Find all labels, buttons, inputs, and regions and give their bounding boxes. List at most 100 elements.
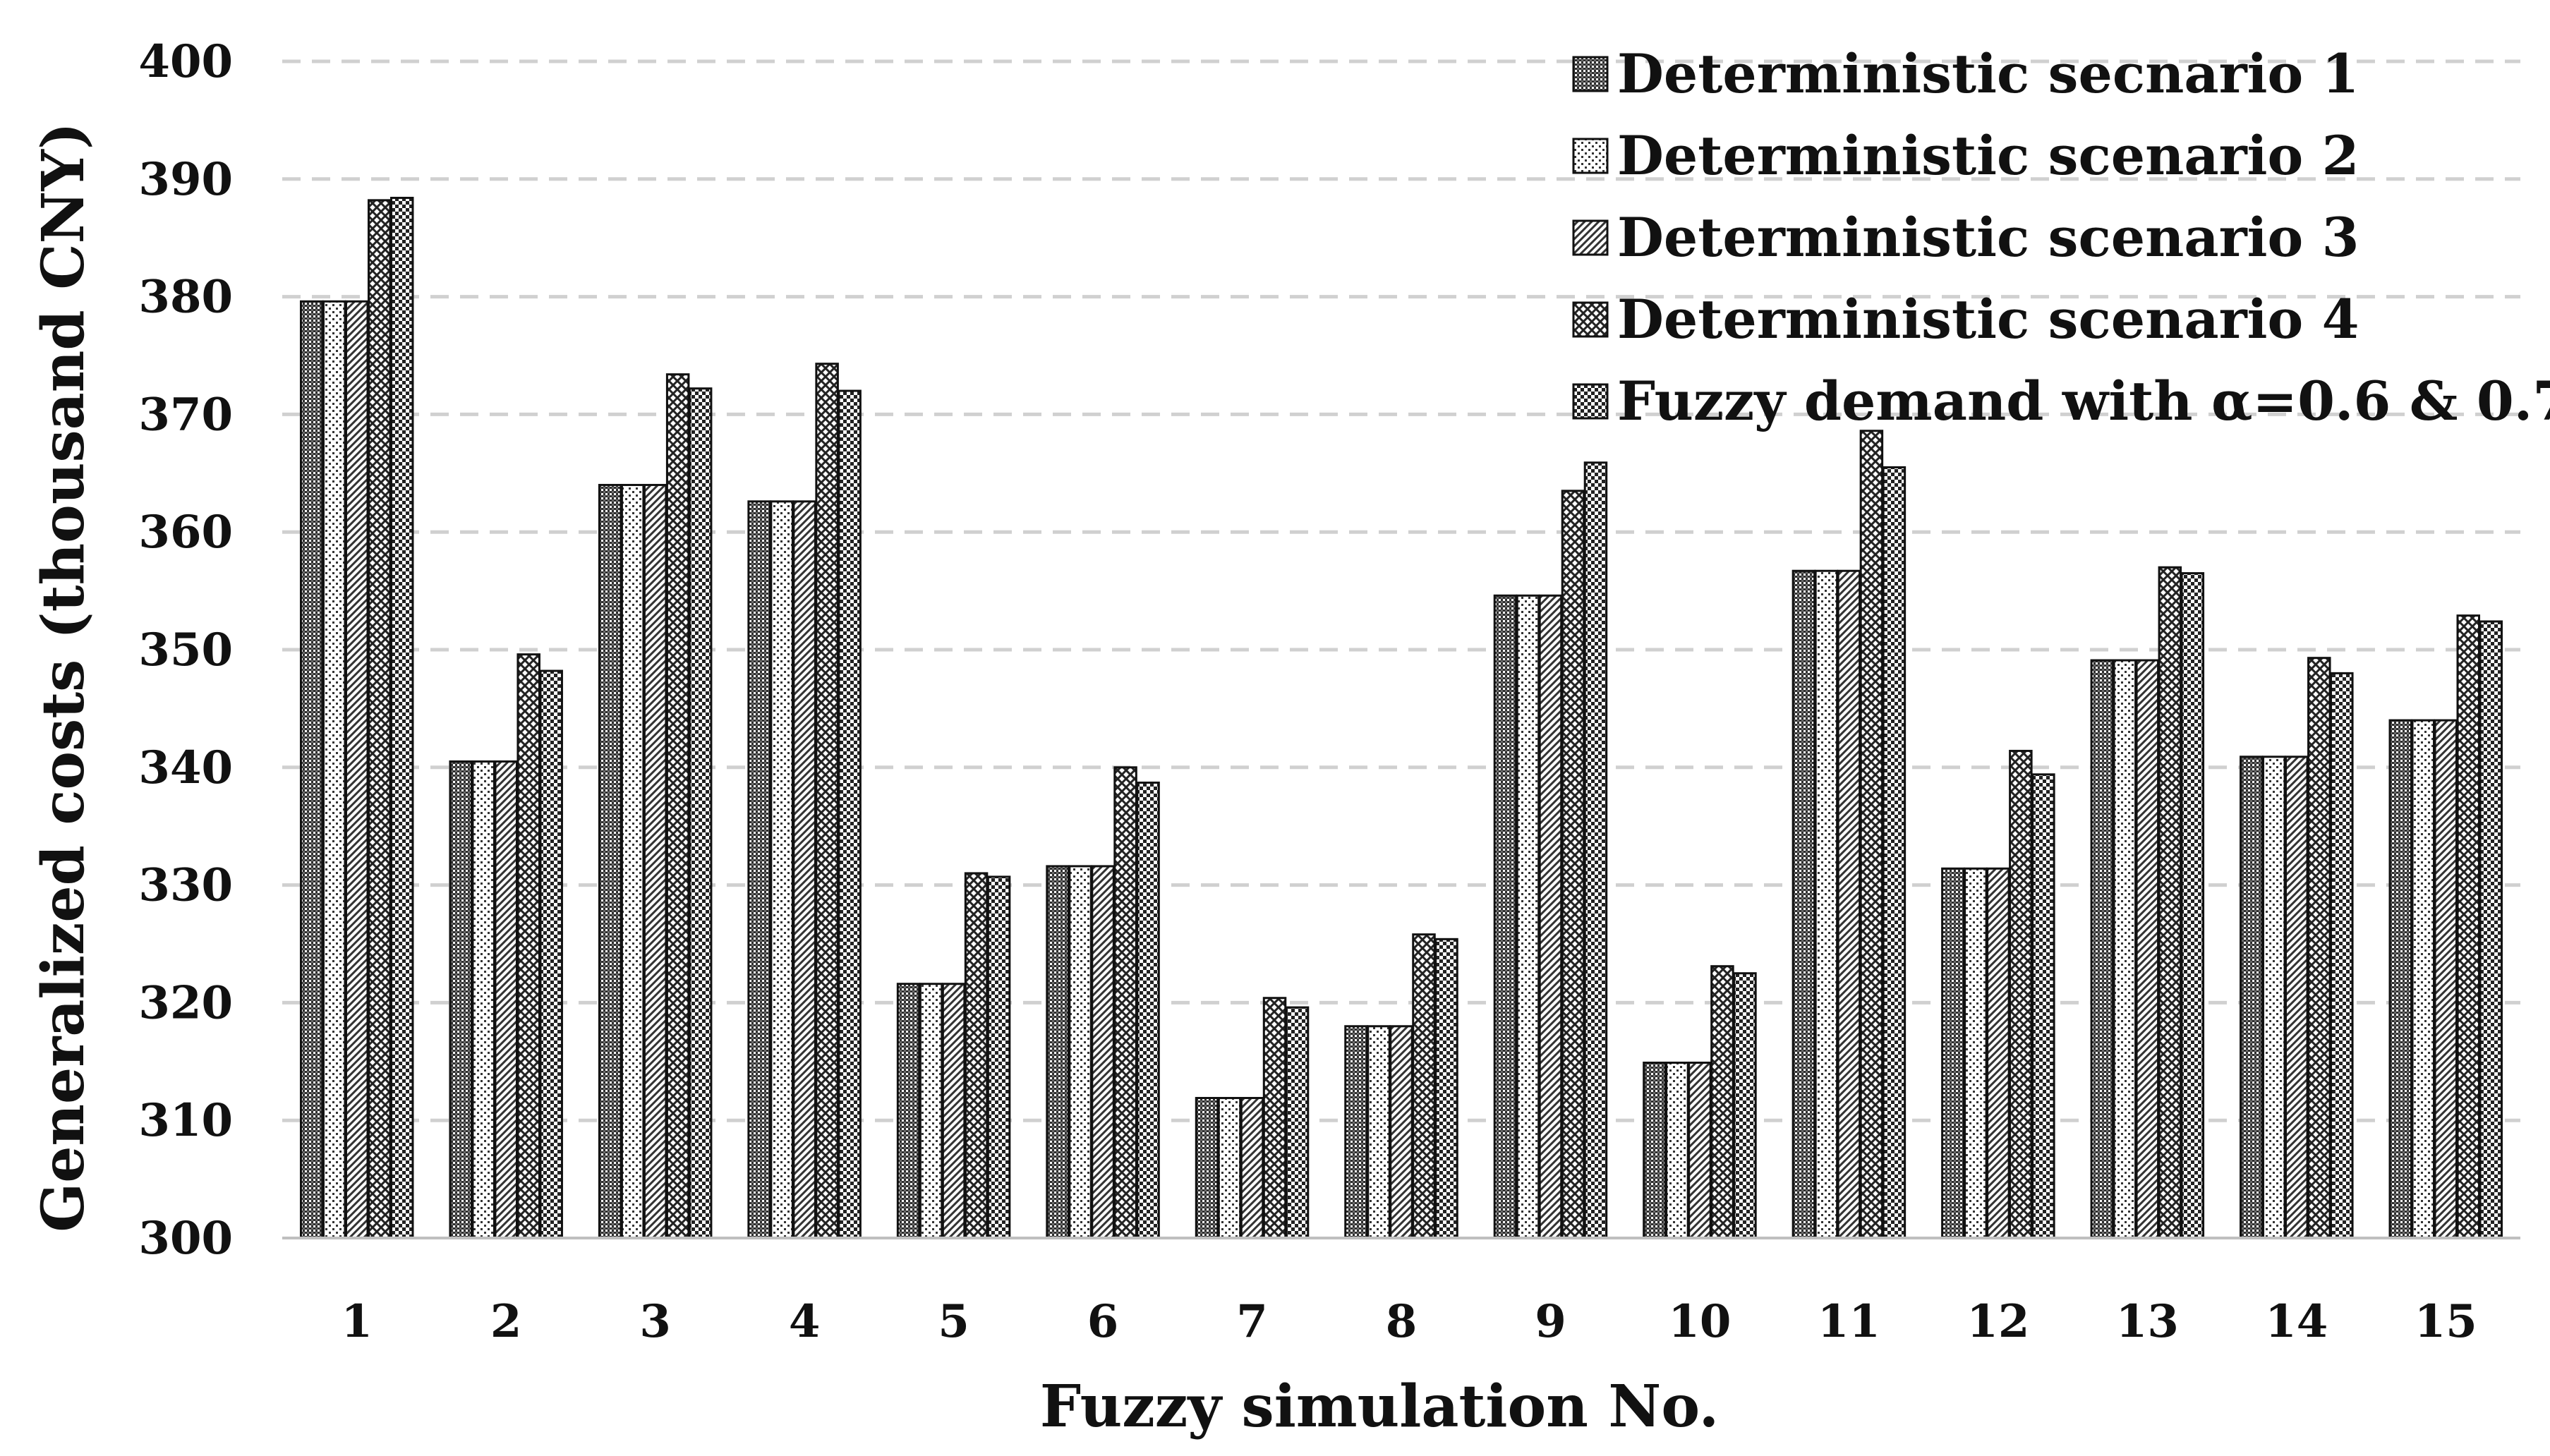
bar-series-3 <box>1240 1097 1264 1239</box>
x-tick-label: 13 <box>2116 1295 2179 1348</box>
bar-series-5 <box>389 196 414 1239</box>
legend-label: Deterministic scenario 4 <box>1617 288 2359 351</box>
x-tick-label: 8 <box>1386 1295 1418 1348</box>
legend: Deterministic secnario 1 Deterministic sc… <box>1572 42 2550 432</box>
bar-series-3 <box>643 483 667 1239</box>
bar-series-3 <box>1986 867 2010 1239</box>
bar-series-4 <box>516 653 540 1239</box>
x-tick-label: 5 <box>938 1295 969 1348</box>
y-tick-label: 300 <box>138 1212 233 1265</box>
bar-series-1 <box>1493 594 1518 1239</box>
x-tick-label: 6 <box>1087 1295 1119 1348</box>
y-tick-label: 310 <box>138 1094 233 1147</box>
x-tick-label: 3 <box>639 1295 671 1348</box>
bar-series-4 <box>1859 430 1884 1239</box>
bar-series-4 <box>964 872 989 1239</box>
bar-series-1 <box>2090 659 2115 1239</box>
bar-series-4 <box>1113 766 1137 1239</box>
bar-series-2 <box>2113 659 2137 1239</box>
bar-series-3 <box>2434 719 2458 1239</box>
bar-series-4 <box>2307 657 2331 1239</box>
y-tick-label: 340 <box>138 741 233 794</box>
bar-series-4 <box>665 373 690 1239</box>
bar-series-2 <box>471 760 495 1239</box>
legend-swatch <box>1572 383 1609 420</box>
y-axis-tick-labels: 300 310 320 330 340 350 360 370 380 390 400 <box>138 35 233 1265</box>
bars <box>299 196 2503 1239</box>
y-tick-label: 360 <box>138 506 233 559</box>
bar-series-3 <box>1538 594 1563 1239</box>
bar-series-3 <box>344 300 369 1239</box>
bar-series-5 <box>1733 972 1757 1239</box>
legend-label: Fuzzy demand with α=0.6 & 0.7 <box>1617 370 2550 432</box>
x-axis-title: Fuzzy simulation No. <box>1040 1373 1719 1440</box>
bar-series-5 <box>1136 781 1160 1239</box>
bar-series-4 <box>815 363 839 1239</box>
bar-series-3 <box>941 983 966 1239</box>
bar-series-5 <box>1882 466 1907 1239</box>
bar-series-2 <box>1964 867 1988 1239</box>
bar-series-3 <box>2285 756 2309 1239</box>
legend-label: Deterministic secnario 1 <box>1617 42 2359 105</box>
bar-series-1 <box>1791 569 1816 1239</box>
bar-series-4 <box>1262 997 1287 1239</box>
x-tick-label: 9 <box>1535 1295 1566 1348</box>
y-tick-label: 320 <box>138 976 233 1029</box>
bar-series-1 <box>1941 867 1965 1239</box>
bar-series-4 <box>367 199 392 1239</box>
bar-series-2 <box>620 483 645 1239</box>
bar-series-5 <box>2031 773 2055 1239</box>
bar-series-4 <box>1710 965 1734 1239</box>
bar-series-3 <box>2135 659 2160 1239</box>
bar-series-3 <box>792 500 816 1239</box>
x-tick-label: 11 <box>1818 1295 1880 1348</box>
legend-swatch <box>1572 219 1609 256</box>
legend-swatch <box>1572 138 1609 174</box>
legend-swatch <box>1572 56 1609 92</box>
bar-series-2 <box>1814 569 1839 1239</box>
bar-series-2 <box>1367 1025 1391 1239</box>
bar-series-3 <box>1688 1061 1712 1239</box>
bar-series-1 <box>1195 1097 1219 1239</box>
bar-series-4 <box>2158 566 2182 1239</box>
bar-series-2 <box>770 500 794 1239</box>
bar-series-1 <box>449 760 473 1239</box>
bar-series-4 <box>2456 614 2481 1239</box>
y-tick-label: 330 <box>138 859 233 912</box>
bar-series-5 <box>838 389 862 1239</box>
bar-series-5 <box>2479 620 2503 1239</box>
bar-series-1 <box>747 500 771 1239</box>
bar-series-3 <box>1091 865 1115 1239</box>
bar-series-3 <box>1389 1025 1413 1239</box>
bar-series-4 <box>1561 490 1585 1239</box>
bar-series-5 <box>688 387 713 1239</box>
y-tick-label: 380 <box>138 271 233 324</box>
bar-series-1 <box>1344 1025 1368 1239</box>
x-tick-label: 7 <box>1236 1295 1268 1348</box>
bar-series-1 <box>2388 719 2413 1239</box>
bar-series-3 <box>494 760 518 1239</box>
bar-series-1 <box>1046 865 1070 1239</box>
x-tick-label: 2 <box>490 1295 522 1348</box>
bar-series-5 <box>539 669 563 1239</box>
bar-series-2 <box>1068 865 1092 1239</box>
bar-series-1 <box>598 483 622 1239</box>
bar-series-1 <box>299 300 324 1239</box>
x-tick-label: 10 <box>1668 1295 1731 1348</box>
bar-series-2 <box>1217 1097 1242 1239</box>
y-tick-label: 350 <box>138 624 233 677</box>
bar-series-1 <box>2240 756 2264 1239</box>
legend-label: Deterministic scenario 2 <box>1617 124 2359 187</box>
legend-label: Deterministic scenario 3 <box>1617 206 2359 269</box>
x-tick-label: 14 <box>2265 1295 2328 1348</box>
bar-series-2 <box>1665 1061 1689 1239</box>
bar-series-4 <box>1412 933 1436 1239</box>
bar-series-4 <box>2009 749 2033 1239</box>
x-axis-tick-labels: 1 2 3 4 5 6 7 8 9 10 11 12 13 14 15 <box>341 1295 2477 1348</box>
bar-series-5 <box>1285 1006 1310 1239</box>
bar-series-3 <box>1837 569 1861 1239</box>
bar-series-5 <box>2180 572 2205 1239</box>
legend-swatch <box>1572 301 1609 338</box>
x-tick-label: 12 <box>1966 1295 2029 1348</box>
